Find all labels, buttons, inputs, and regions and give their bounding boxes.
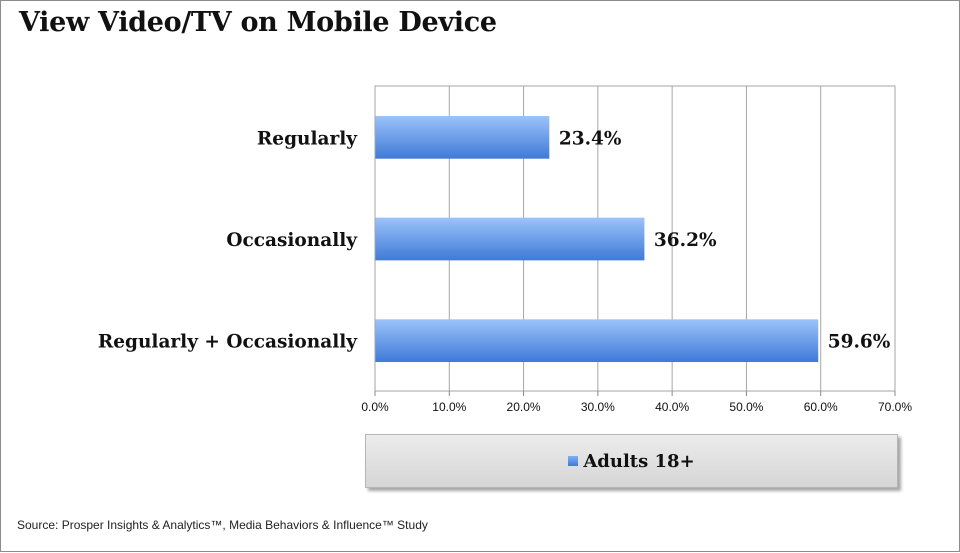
chart-title: View Video/TV on Mobile Device	[19, 7, 497, 38]
bar	[375, 319, 819, 363]
x-tick-label: 30.0%	[581, 400, 615, 414]
value-label: 36.2%	[654, 230, 717, 251]
labels: 0.0% 10.0% 20.0% 30.0% 40.0% 50.0% 60.0% 70.0% R…	[98, 128, 912, 414]
value-label: 23.4%	[559, 128, 622, 149]
bar	[375, 217, 645, 261]
legend: Adults 18+	[365, 434, 898, 488]
x-tick-label: 40.0%	[655, 400, 689, 414]
value-label: 59.6%	[828, 332, 891, 353]
source-note: Source: Prosper Insights & Analytics™, M…	[17, 518, 428, 532]
x-tick-label: 50.0%	[729, 400, 763, 414]
x-tick-label: 0.0%	[361, 400, 389, 414]
bar	[375, 115, 550, 159]
bars	[375, 115, 819, 363]
category-label: Regularly + Occasionally	[98, 332, 358, 353]
x-tick-label: 70.0%	[878, 400, 912, 414]
x-tick-label: 60.0%	[804, 400, 838, 414]
x-tick-label: 10.0%	[432, 400, 466, 414]
legend-swatch	[568, 456, 579, 466]
legend-label: Adults 18+	[583, 450, 695, 472]
category-label: Occasionally	[226, 230, 358, 251]
x-tick-label: 20.0%	[507, 400, 541, 414]
category-label: Regularly	[257, 128, 358, 149]
